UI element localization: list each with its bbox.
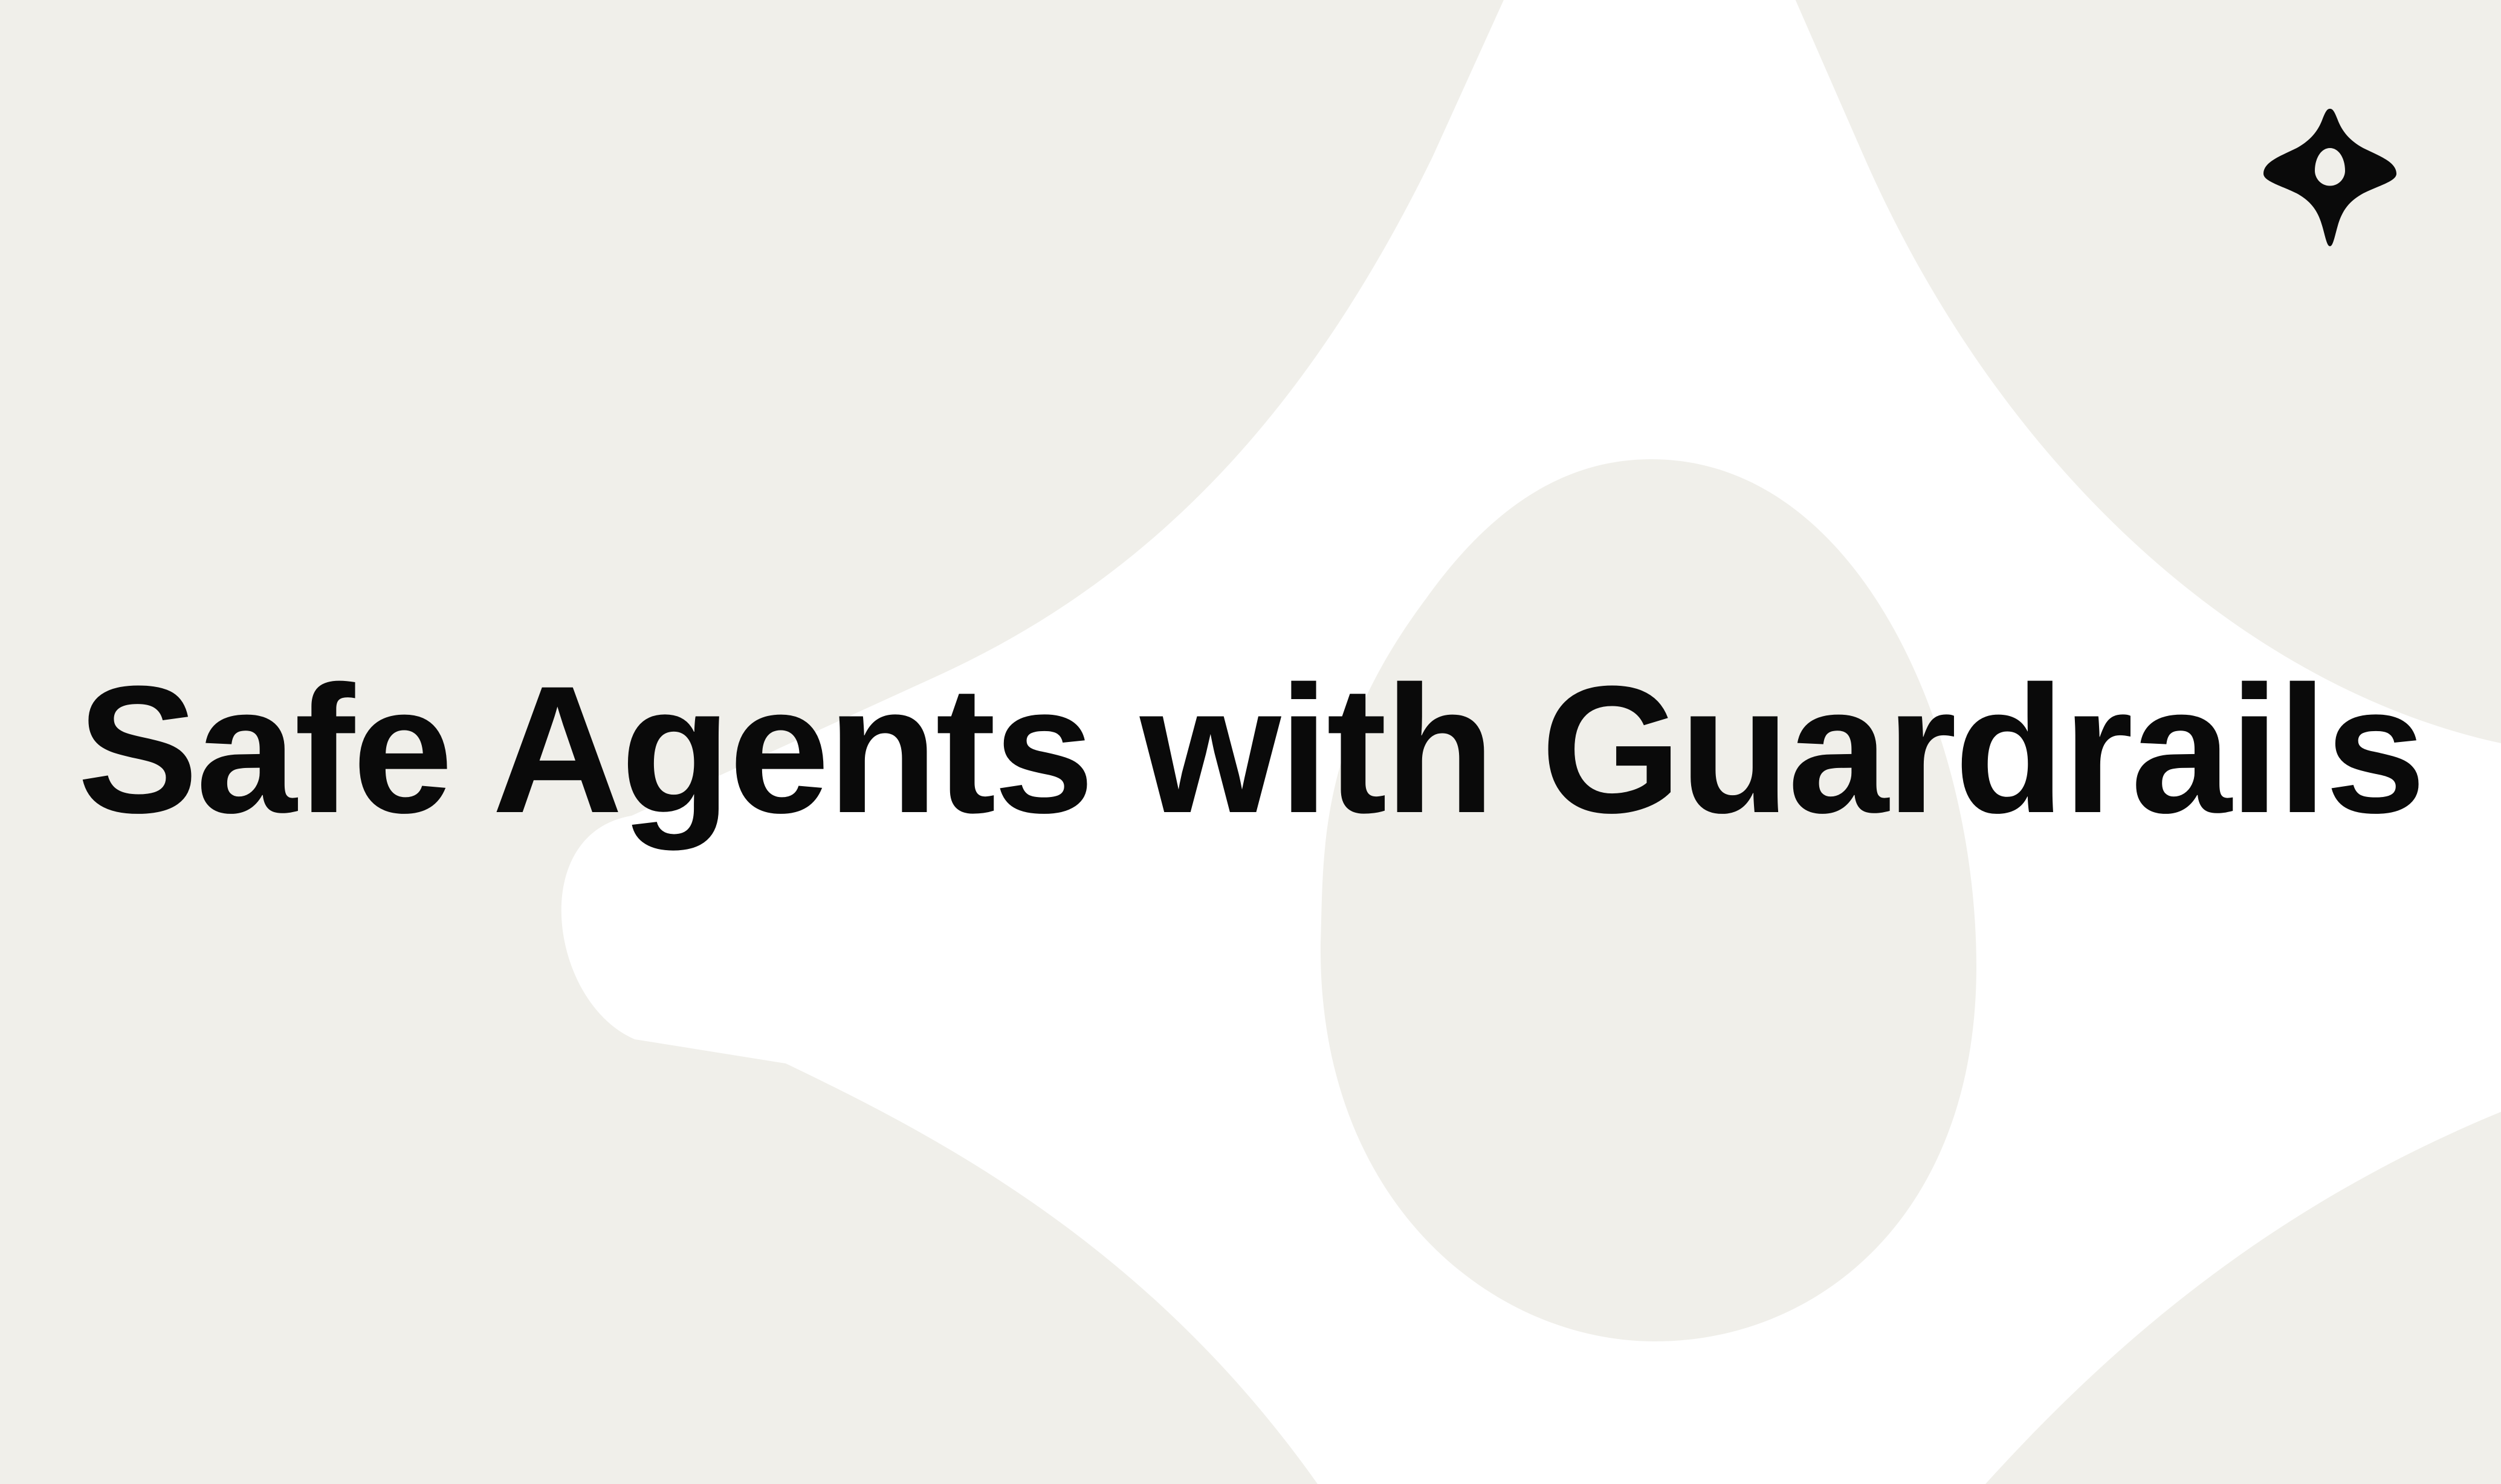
sparkle-shape <box>561 0 2501 1484</box>
sparkle-drop-icon <box>2263 109 2396 247</box>
page-title: Safe Agents with Guardrails <box>77 648 2426 851</box>
